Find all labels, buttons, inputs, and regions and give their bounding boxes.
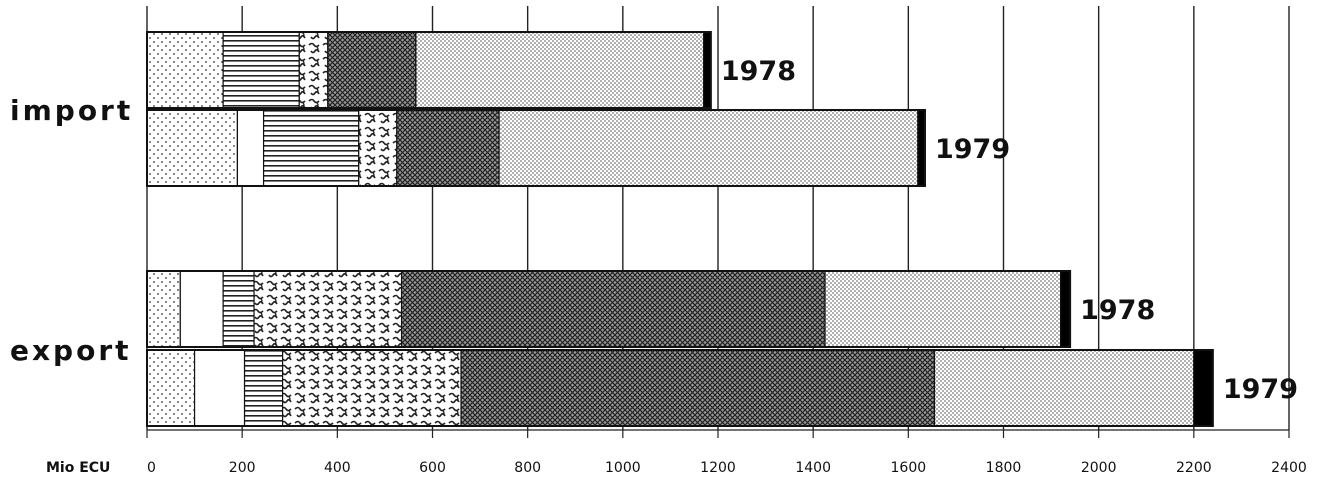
unit-label: Mio ECU [46, 460, 110, 476]
tick-label-400: 400 [324, 460, 351, 476]
bar-segment-import-1978-dense-crosshatch [327, 31, 417, 109]
tick-label-1400: 1400 [795, 460, 831, 476]
bar-segment-export-1979-dense-crosshatch [460, 349, 936, 427]
bar-segment-import-1979-fine-stipple [498, 109, 919, 187]
bar-segment-export-1978-blank [179, 270, 224, 348]
bar-segment-export-1979-squiggles [282, 349, 462, 427]
bar-segment-export-1979-solid-black [1193, 349, 1214, 427]
bar-segment-import-1978-sparse-dots [146, 31, 224, 109]
year-label-import-1978: 1978 [721, 56, 796, 87]
group-labels-layer: import export [10, 94, 133, 367]
bar-segment-import-1979-squiggles [358, 109, 398, 187]
bar-segment-export-1979-blank [193, 349, 246, 427]
bar-segment-import-1979-dense-crosshatch [396, 109, 500, 187]
bars-layer [146, 31, 1214, 427]
tick-label-200: 200 [229, 460, 256, 476]
tick-label-800: 800 [514, 460, 541, 476]
bar-segment-import-1978-fine-stipple [415, 31, 705, 109]
bar-segment-export-1979-sparse-dots [146, 349, 196, 427]
year-label-import-1979: 1979 [935, 134, 1010, 165]
tick-label-2000: 2000 [1081, 460, 1117, 476]
tick-label-1000: 1000 [605, 460, 641, 476]
bar-segment-export-1978-fine-stipple [824, 270, 1062, 348]
bar-segment-import-1979-solid-black [917, 109, 926, 187]
bar-outline-export-1978 [146, 270, 1072, 348]
bar-segment-export-1978-squiggles [253, 270, 403, 348]
bar-outline-import-1978 [146, 31, 712, 109]
group-label-export: export [10, 334, 132, 367]
bar-segment-export-1979-horizontal-lines [243, 349, 284, 427]
bar-outline-import-1979 [146, 109, 926, 187]
bar-segment-export-1978-solid-black [1059, 270, 1071, 348]
year-label-export-1979: 1979 [1223, 374, 1298, 405]
year-label-export-1978: 1978 [1080, 295, 1155, 326]
bar-outline-export-1979 [146, 349, 1214, 427]
bar-segment-export-1978-horizontal-lines [222, 270, 255, 348]
bar-segment-export-1978-dense-crosshatch [400, 270, 826, 348]
tick-label-2200: 2200 [1176, 460, 1212, 476]
tick-label-1800: 1800 [986, 460, 1022, 476]
bar-segment-import-1979-horizontal-lines [262, 109, 360, 187]
tick-label-0: 0 [147, 460, 156, 476]
tick-label-600: 600 [419, 460, 446, 476]
tick-label-1600: 1600 [891, 460, 927, 476]
bar-segment-export-1979-fine-stipple [933, 349, 1195, 427]
bar-segment-import-1978-solid-black [703, 31, 712, 109]
bar-segment-import-1979-blank [236, 109, 265, 187]
bar-segment-import-1979-sparse-dots [146, 109, 239, 187]
bar-segment-export-1978-sparse-dots [146, 270, 181, 348]
tick-label-2400: 2400 [1271, 460, 1307, 476]
tick-label-1200: 1200 [700, 460, 736, 476]
group-label-import: import [10, 94, 133, 127]
bar-segment-import-1978-horizontal-lines [222, 31, 300, 109]
bar-segment-import-1978-squiggles [298, 31, 329, 109]
year-labels-layer: 1978 1979 1978 1979 [721, 56, 1298, 405]
x-axis-ticks: 0 200 400 600 800 1000 1200 1400 1600 1800 2000 220… [146, 429, 1307, 476]
